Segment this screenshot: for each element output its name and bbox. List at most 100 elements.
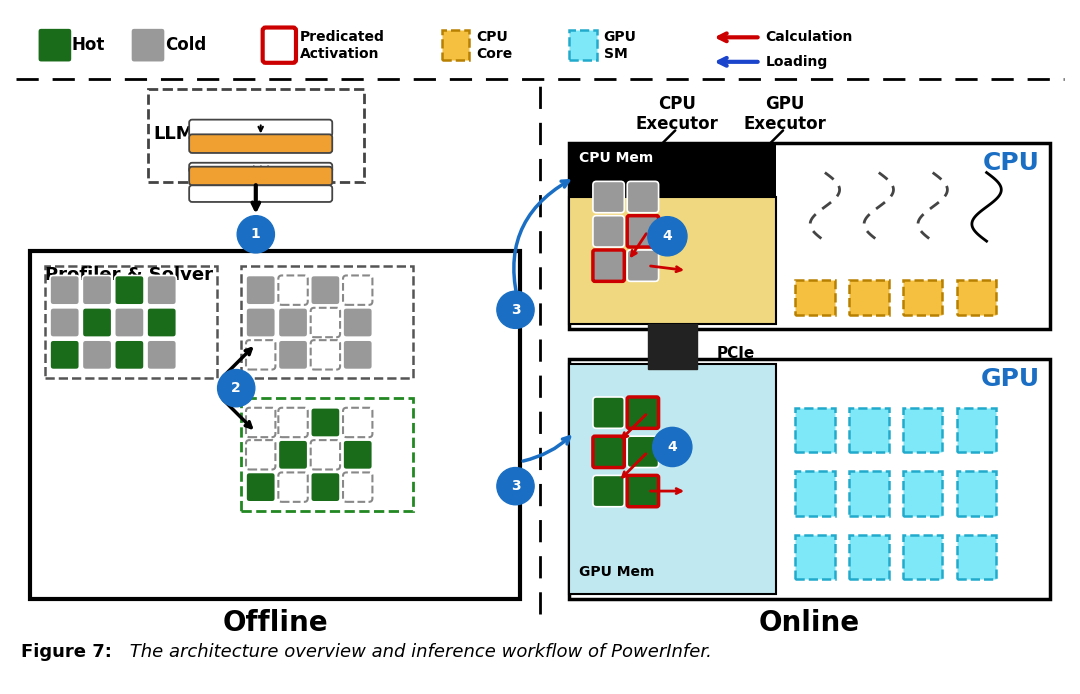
FancyBboxPatch shape	[279, 408, 308, 437]
FancyBboxPatch shape	[279, 276, 308, 305]
FancyBboxPatch shape	[246, 340, 275, 369]
FancyBboxPatch shape	[903, 535, 943, 579]
FancyBboxPatch shape	[903, 280, 943, 314]
FancyBboxPatch shape	[246, 308, 275, 337]
FancyBboxPatch shape	[246, 408, 275, 437]
Text: · · ·: · · ·	[252, 161, 270, 171]
Bar	[569, 364, 775, 594]
Text: CPU Mem: CPU Mem	[579, 151, 653, 165]
Text: PCIe: PCIe	[717, 346, 755, 362]
Circle shape	[238, 216, 274, 253]
FancyBboxPatch shape	[147, 340, 176, 369]
FancyBboxPatch shape	[343, 408, 373, 437]
Text: GPU: GPU	[766, 95, 805, 113]
FancyBboxPatch shape	[279, 308, 308, 337]
FancyBboxPatch shape	[114, 308, 144, 337]
FancyBboxPatch shape	[311, 340, 340, 369]
Text: Offline: Offline	[222, 609, 328, 637]
FancyBboxPatch shape	[627, 216, 659, 247]
Bar	[241, 398, 413, 511]
FancyBboxPatch shape	[82, 340, 111, 369]
FancyBboxPatch shape	[593, 475, 624, 507]
Text: Calculation: Calculation	[766, 31, 853, 44]
FancyBboxPatch shape	[796, 408, 835, 452]
Text: Predicated
Activation: Predicated Activation	[300, 30, 384, 61]
Text: Cold: Cold	[164, 36, 206, 54]
Text: CPU: CPU	[659, 95, 697, 113]
FancyBboxPatch shape	[796, 280, 835, 314]
FancyBboxPatch shape	[147, 308, 176, 337]
Bar	[30, 251, 521, 599]
FancyBboxPatch shape	[189, 135, 333, 153]
FancyBboxPatch shape	[147, 276, 176, 305]
FancyBboxPatch shape	[903, 408, 943, 452]
Text: Figure 7:: Figure 7:	[21, 643, 111, 661]
FancyBboxPatch shape	[50, 276, 80, 305]
Circle shape	[652, 428, 692, 466]
Text: 3: 3	[511, 479, 521, 493]
Text: Executor: Executor	[636, 115, 718, 133]
Text: The architecture overview and inference workflow of PowerInfer.: The architecture overview and inference …	[123, 643, 712, 661]
FancyBboxPatch shape	[311, 308, 340, 337]
FancyBboxPatch shape	[279, 473, 308, 502]
FancyBboxPatch shape	[262, 28, 296, 62]
Text: Profiler & Solver: Profiler & Solver	[45, 266, 213, 284]
Circle shape	[217, 369, 255, 407]
Bar	[148, 90, 364, 183]
FancyBboxPatch shape	[131, 28, 165, 62]
FancyBboxPatch shape	[593, 216, 624, 247]
FancyBboxPatch shape	[343, 440, 373, 470]
Text: 4: 4	[662, 229, 672, 244]
FancyBboxPatch shape	[189, 163, 333, 173]
Text: 1: 1	[251, 228, 260, 242]
FancyBboxPatch shape	[343, 308, 373, 337]
Bar	[241, 266, 413, 378]
FancyBboxPatch shape	[343, 473, 373, 502]
Text: GPU
SM: GPU SM	[604, 30, 636, 61]
FancyBboxPatch shape	[849, 535, 889, 579]
FancyBboxPatch shape	[627, 475, 659, 507]
Text: 4: 4	[667, 440, 677, 454]
Text: CPU
Core: CPU Core	[476, 30, 513, 61]
Text: 3: 3	[511, 303, 521, 316]
FancyBboxPatch shape	[279, 340, 308, 369]
FancyBboxPatch shape	[189, 185, 333, 202]
FancyBboxPatch shape	[343, 276, 373, 305]
FancyBboxPatch shape	[311, 408, 340, 437]
Text: Executor: Executor	[743, 115, 826, 133]
Bar	[569, 143, 775, 197]
Text: LLM: LLM	[153, 125, 193, 143]
FancyBboxPatch shape	[114, 340, 144, 369]
Bar	[648, 325, 698, 369]
FancyBboxPatch shape	[279, 440, 308, 470]
FancyBboxPatch shape	[442, 31, 470, 60]
FancyBboxPatch shape	[593, 397, 624, 428]
Bar	[569, 143, 1050, 330]
FancyBboxPatch shape	[114, 276, 144, 305]
FancyBboxPatch shape	[627, 250, 659, 281]
FancyBboxPatch shape	[849, 280, 889, 314]
FancyBboxPatch shape	[246, 440, 275, 470]
Bar	[569, 197, 775, 325]
FancyBboxPatch shape	[246, 276, 275, 305]
FancyBboxPatch shape	[849, 471, 889, 516]
FancyBboxPatch shape	[593, 250, 624, 281]
FancyBboxPatch shape	[903, 471, 943, 516]
Text: GPU Mem: GPU Mem	[579, 565, 654, 579]
Text: Online: Online	[759, 609, 860, 637]
FancyBboxPatch shape	[311, 440, 340, 470]
FancyBboxPatch shape	[50, 340, 80, 369]
Text: Loading: Loading	[766, 55, 827, 69]
Circle shape	[497, 291, 535, 328]
Text: Hot: Hot	[71, 36, 105, 54]
FancyBboxPatch shape	[189, 119, 333, 136]
FancyBboxPatch shape	[311, 473, 340, 502]
FancyBboxPatch shape	[38, 28, 72, 62]
FancyBboxPatch shape	[569, 31, 597, 60]
Circle shape	[648, 217, 687, 256]
FancyBboxPatch shape	[627, 437, 659, 468]
FancyBboxPatch shape	[957, 408, 997, 452]
FancyBboxPatch shape	[189, 167, 333, 185]
FancyBboxPatch shape	[627, 397, 659, 428]
FancyBboxPatch shape	[246, 473, 275, 502]
